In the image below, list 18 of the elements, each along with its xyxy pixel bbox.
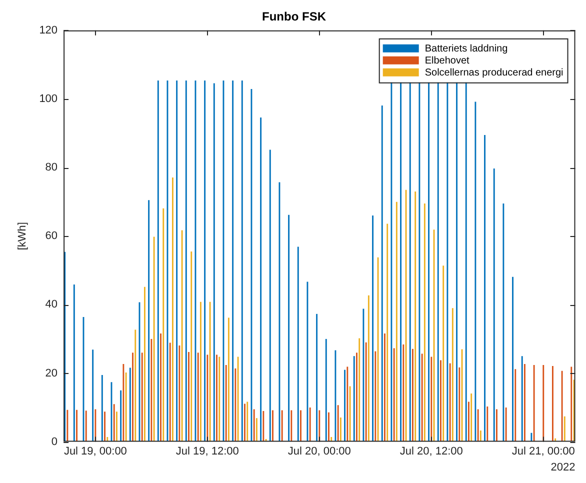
- legend-label: Batteriets laddning: [424, 44, 508, 55]
- y-axis-title: [kWh]: [16, 222, 29, 250]
- legend-label: Elbehovet: [424, 56, 470, 67]
- y-tick-label: 0: [51, 436, 58, 448]
- y-tick-label: 80: [45, 162, 58, 174]
- x-tick-label: Jul 21, 00:00: [512, 445, 575, 458]
- x-tick-label: Jul 19, 00:00: [64, 445, 127, 458]
- y-tick-label: 120: [39, 24, 58, 36]
- x-tick-label: Jul 20, 00:00: [288, 445, 351, 458]
- y-tick-label: 100: [39, 93, 58, 105]
- y-tick-label: 60: [45, 230, 58, 242]
- x-tick-label: Jul 19, 12:00: [176, 445, 239, 458]
- text: 2022: [550, 461, 576, 474]
- x-tick-label: Jul 20, 12:00: [400, 445, 463, 458]
- y-tick-label: 40: [45, 298, 58, 311]
- y-tick-label: 20: [45, 367, 58, 380]
- legend-label: Solcellernas producerad energi: [424, 68, 564, 79]
- chart-title: Funbo FSK: [262, 10, 326, 24]
